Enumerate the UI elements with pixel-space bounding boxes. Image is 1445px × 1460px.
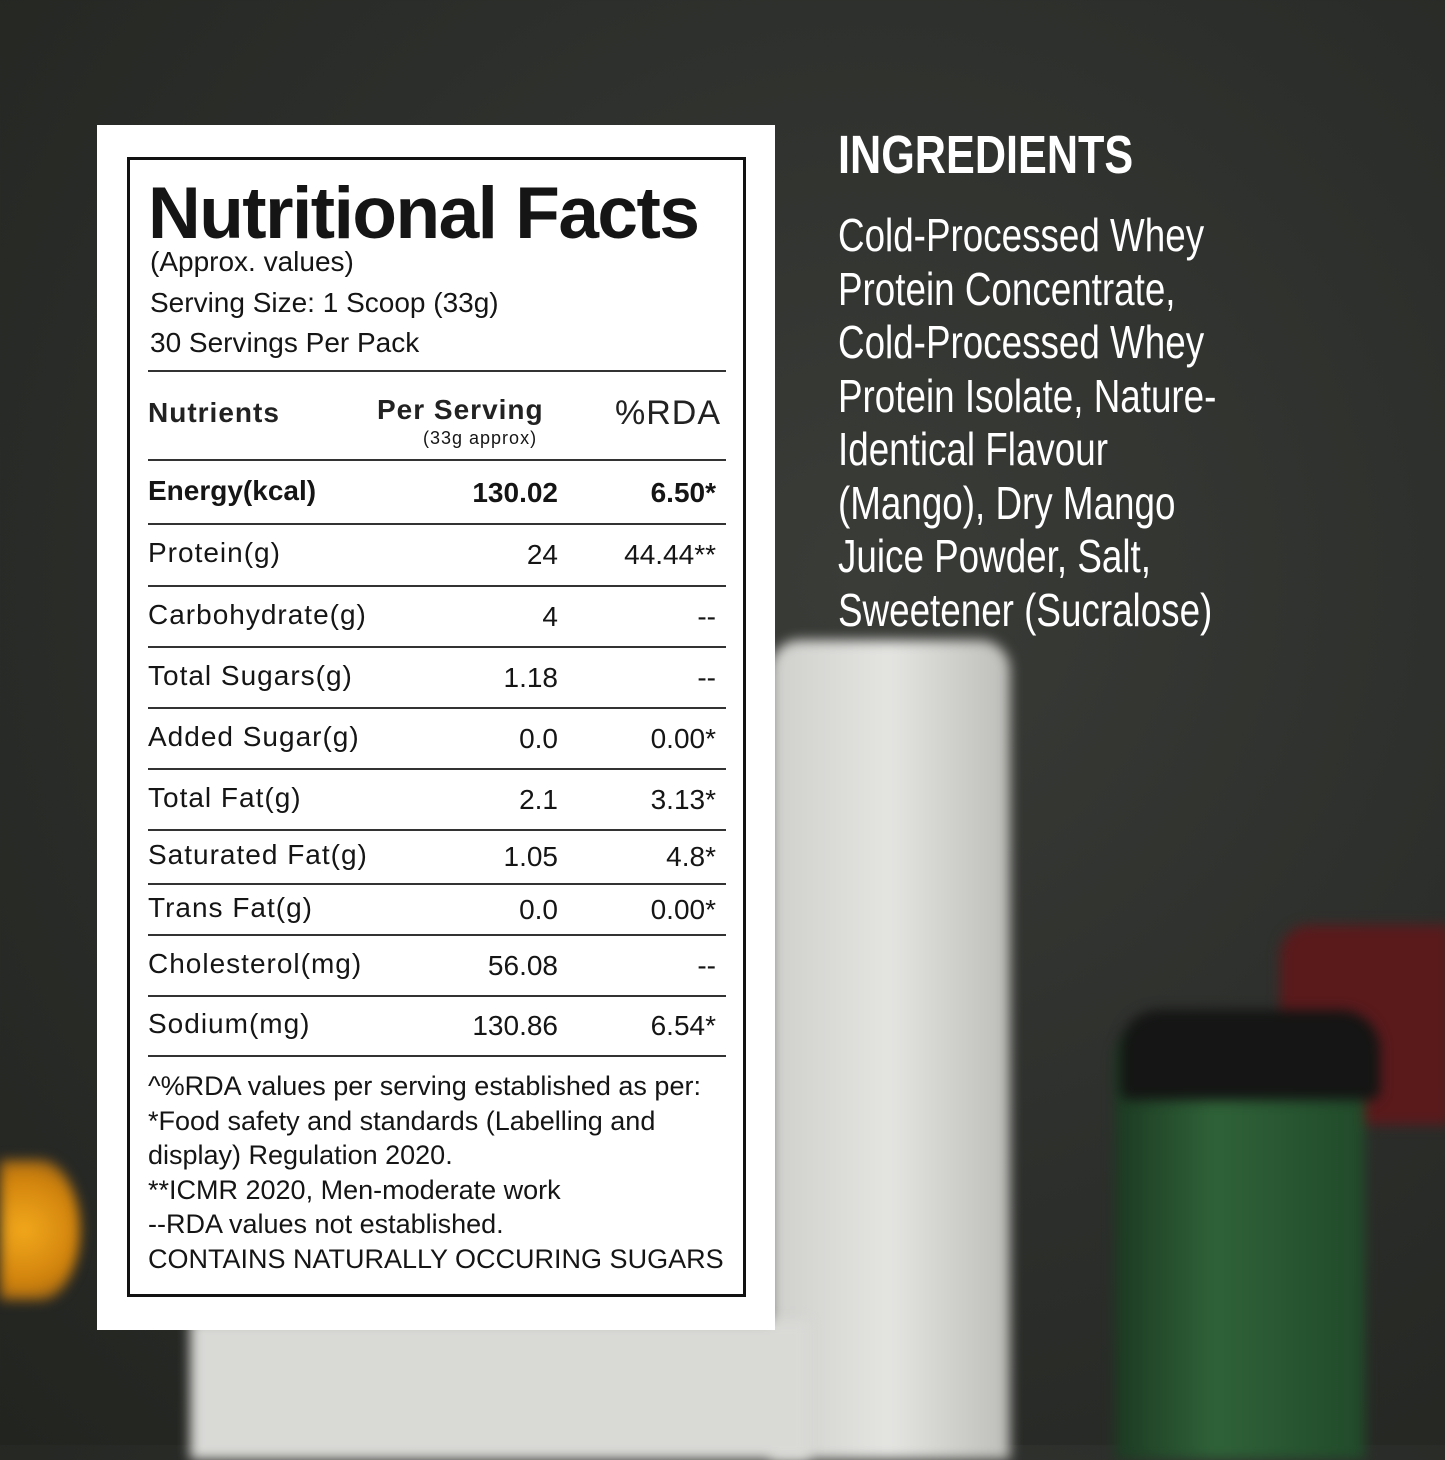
mango-drink-image bbox=[0, 1160, 80, 1300]
nutrient-name: Added Sugar(g) bbox=[148, 720, 360, 752]
ingredients-line: Cold-Processed Whey bbox=[838, 316, 1205, 368]
nutrition-card bbox=[97, 125, 775, 1330]
nutrient-name: Protein(g) bbox=[148, 537, 281, 568]
row-divider bbox=[148, 934, 726, 936]
nutrient-name: Cholesterol(mg) bbox=[148, 947, 363, 979]
header-per-serving: Per Serving bbox=[377, 394, 544, 425]
nutrient-name: Total Sugars(g) bbox=[148, 659, 353, 691]
row-divider bbox=[148, 523, 726, 525]
row-divider bbox=[148, 829, 726, 831]
ingredients-line: Sweetener (Sucralose) bbox=[838, 583, 1213, 636]
approx-note: (Approx. values) bbox=[150, 246, 354, 277]
servings-per-pack: 30 Servings Per Pack bbox=[150, 327, 420, 358]
green-shaker-image bbox=[1115, 1030, 1365, 1460]
divider bbox=[148, 459, 726, 461]
row-divider bbox=[148, 646, 726, 648]
footnote: *Food safety and standards (Labelling an… bbox=[148, 1105, 656, 1136]
protein-pouch-image bbox=[770, 640, 1010, 1460]
nutrient-name: Sodium(mg) bbox=[148, 1008, 311, 1039]
nutrient-value: 130.02 bbox=[472, 476, 558, 508]
header-per-serving-note: (33g approx) bbox=[423, 428, 538, 448]
nutrient-rda: 4.8* bbox=[666, 841, 716, 872]
nutrient-value: 24 bbox=[526, 539, 558, 570]
divider bbox=[148, 370, 726, 372]
nutrient-rda: -- bbox=[697, 949, 716, 981]
row-divider bbox=[148, 585, 726, 587]
nutrient-value: 4 bbox=[542, 600, 558, 632]
shaker-cap-image bbox=[1120, 1010, 1380, 1100]
row-divider bbox=[148, 1055, 726, 1057]
nutrient-name: Carbohydrate(g) bbox=[148, 598, 367, 630]
protein-pouch-bottom-image bbox=[190, 1320, 810, 1460]
footnote: --RDA values not established. bbox=[148, 1209, 504, 1239]
nutrient-rda: 44.44** bbox=[624, 539, 716, 570]
ingredients-line: (Mango), Dry Mango bbox=[838, 476, 1176, 529]
footnote: **ICMR 2020, Men-moderate work bbox=[148, 1174, 561, 1205]
header-rda: %RDA bbox=[615, 394, 722, 432]
nutrient-value: 0.0 bbox=[519, 893, 558, 925]
ingredients-heading: INGREDIENTS bbox=[838, 125, 1134, 185]
row-divider bbox=[148, 707, 726, 709]
nutrient-rda: 0.00* bbox=[650, 893, 716, 925]
nutrient-value: 2.1 bbox=[519, 783, 558, 815]
nutrient-value: 1.18 bbox=[503, 661, 559, 693]
nutrient-name: Total Fat(g) bbox=[148, 781, 302, 813]
nutrient-name: Energy(kcal) bbox=[148, 474, 317, 506]
label-title: Nutritional Facts bbox=[148, 173, 700, 254]
ingredients-line: Juice Powder, Salt, bbox=[838, 530, 1151, 582]
nutrient-rda: -- bbox=[697, 661, 716, 693]
row-divider bbox=[148, 995, 726, 997]
nutrient-value: 56.08 bbox=[487, 949, 558, 981]
row-divider bbox=[148, 768, 726, 770]
nutrient-name: Trans Fat(g) bbox=[148, 891, 313, 923]
nutrient-rda: 0.00* bbox=[650, 722, 716, 754]
footnote: ^%RDA values per serving established as … bbox=[148, 1071, 701, 1101]
row-divider bbox=[148, 883, 726, 885]
nutrient-value: 1.05 bbox=[503, 841, 559, 872]
ingredients-line: Identical Flavour bbox=[838, 423, 1108, 475]
nutrient-rda: 6.50* bbox=[650, 476, 716, 508]
serving-size: Serving Size: 1 Scoop (33g) bbox=[150, 287, 499, 318]
ingredients-line: Cold-Processed Whey bbox=[838, 209, 1205, 261]
nutrient-rda: -- bbox=[697, 600, 716, 632]
footnote: display) Regulation 2020. bbox=[148, 1140, 453, 1170]
nutrient-rda: 6.54* bbox=[650, 1010, 716, 1041]
nutrient-value: 0.0 bbox=[519, 722, 558, 754]
ingredients-line: Protein Isolate, Nature- bbox=[838, 369, 1217, 422]
nutrient-name: Saturated Fat(g) bbox=[148, 839, 368, 870]
footnote: CONTAINS NATURALLY OCCURING SUGARS bbox=[148, 1243, 724, 1274]
header-nutrients: Nutrients bbox=[148, 397, 280, 428]
nutrient-rda: 3.13* bbox=[650, 783, 716, 815]
nutrient-value: 130.86 bbox=[472, 1010, 558, 1041]
ingredients-line: Protein Concentrate, bbox=[838, 262, 1176, 315]
nutrition-label-border bbox=[127, 157, 746, 1297]
